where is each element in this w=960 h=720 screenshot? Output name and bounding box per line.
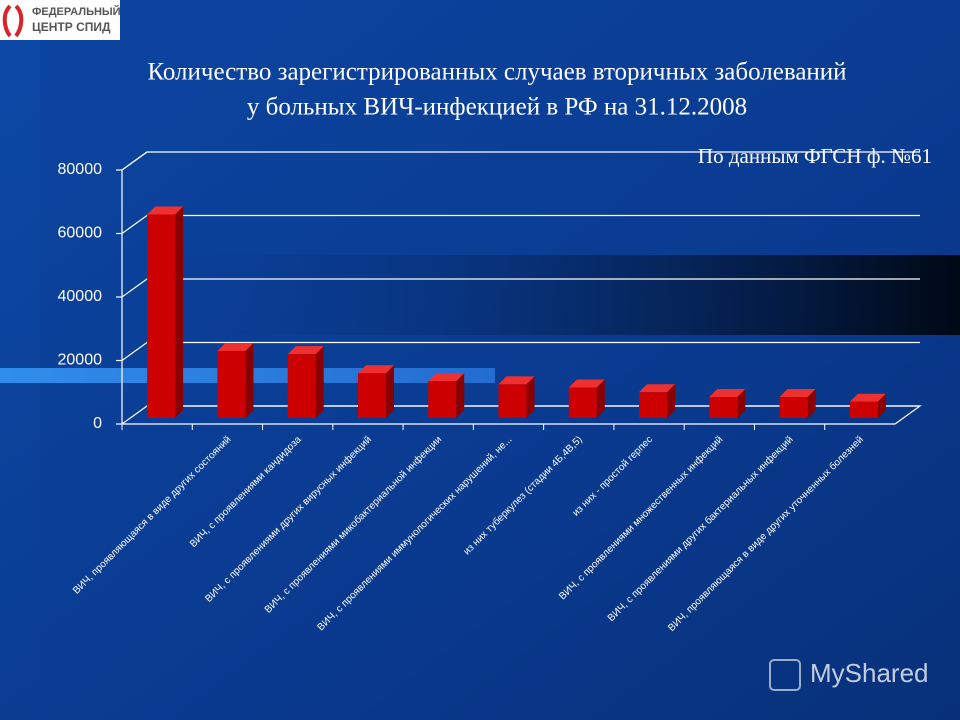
grid-line — [121, 151, 920, 171]
y-tick-label: 0 — [93, 415, 102, 432]
bar-side — [456, 373, 465, 418]
watermark-icon — [769, 659, 801, 691]
bar-side — [737, 389, 746, 418]
bar-side — [315, 346, 324, 418]
y-tick-label: 20000 — [58, 352, 103, 369]
bar-side — [877, 393, 886, 418]
bar-top — [639, 384, 676, 393]
logo-ribbon — [2, 4, 24, 38]
dark-band — [70, 255, 960, 335]
bar — [498, 384, 527, 418]
bar — [849, 401, 878, 418]
y-tick-label: 80000 — [58, 161, 103, 178]
bar-side — [526, 376, 535, 418]
bar — [287, 354, 316, 418]
bar-side — [175, 206, 184, 418]
grid-line — [121, 214, 920, 234]
bar-top — [147, 206, 184, 215]
bar-top — [217, 342, 254, 351]
logo-text: ЦЕНТР СПИД — [32, 20, 111, 34]
bar-top — [849, 393, 886, 402]
bar — [709, 397, 738, 418]
y-tick-label: 40000 — [58, 288, 103, 305]
bar-top — [498, 376, 535, 385]
bar-side — [807, 389, 816, 418]
bar-top — [287, 346, 324, 355]
grid-line — [121, 341, 920, 361]
bar — [779, 397, 808, 418]
bar-top — [779, 389, 816, 398]
bar-top — [568, 379, 605, 388]
logo-text: ФЕДЕРАЛЬНЫЙ — [32, 5, 121, 18]
bar — [428, 381, 457, 418]
bar-top — [357, 365, 394, 374]
title-line: Количество зарегистрированных случаев вт… — [147, 59, 846, 86]
bar-side — [667, 384, 676, 418]
bar-side — [596, 379, 605, 418]
annotation: По данным ФГСН ф. №61 — [698, 144, 932, 168]
bar — [357, 373, 386, 418]
bar-top — [709, 389, 746, 398]
bar-side — [385, 365, 394, 418]
bar-top — [428, 373, 465, 382]
watermark: MyShared — [810, 658, 929, 688]
bar — [147, 214, 176, 418]
grid-line — [121, 278, 920, 298]
bar-side — [245, 342, 254, 418]
bar — [217, 350, 246, 418]
bar — [568, 387, 597, 418]
bar — [639, 392, 668, 418]
y-tick-label: 60000 — [58, 225, 103, 242]
panel — [40, 0, 960, 720]
title-line: у больных ВИЧ-инфекцией в РФ на 31.12.20… — [247, 94, 747, 121]
